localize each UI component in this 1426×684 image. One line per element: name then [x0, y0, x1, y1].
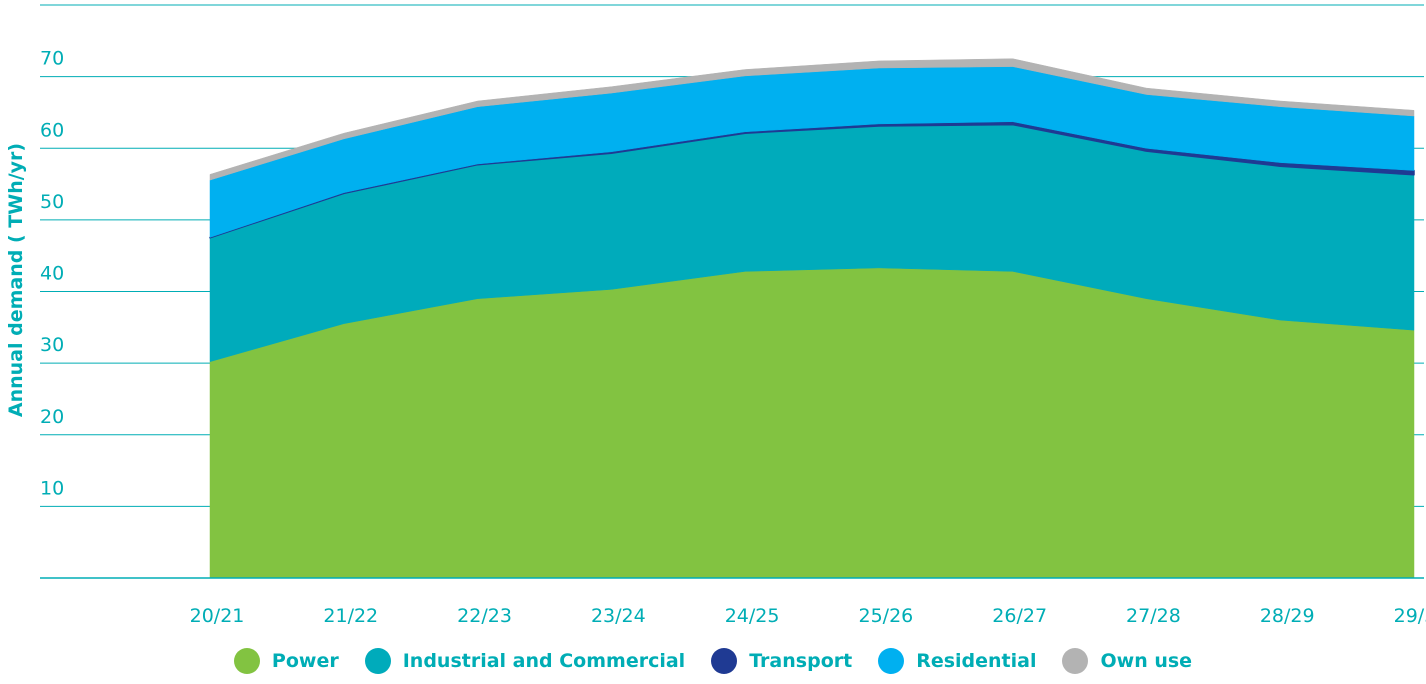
x-tick-label: 29/30 — [1394, 605, 1426, 627]
y-tick-label: 30 — [40, 334, 64, 356]
legend-item: Own use — [1062, 648, 1192, 674]
x-tick-label: 23/24 — [591, 605, 646, 627]
x-tick-label: 26/27 — [992, 605, 1047, 627]
legend-label: Industrial and Commercial — [402, 650, 686, 672]
x-tick-label: 24/25 — [725, 605, 780, 627]
y-tick-label: 10 — [40, 477, 64, 499]
stacked-area-chart: 102030405060708020/2121/2222/2323/2424/2… — [40, 4, 1426, 627]
x-tick-label: 28/29 — [1260, 605, 1315, 627]
legend-label: Transport — [749, 650, 853, 672]
legend-item: Power — [233, 648, 339, 674]
y-tick-label: 20 — [40, 406, 64, 428]
x-tick-label: 21/22 — [323, 605, 378, 627]
legend-swatch — [711, 648, 738, 674]
area-own-use — [209, 58, 1415, 181]
legend-item: Residential — [878, 648, 1036, 674]
y-tick-label: 70 — [40, 48, 64, 70]
legend-label: Residential — [916, 650, 1037, 672]
legend-item: Transport — [711, 648, 852, 674]
legend-swatch — [364, 648, 391, 674]
legend-swatch — [878, 648, 905, 674]
y-axis-title: Annual demand ( TWh/yr) — [5, 142, 27, 418]
y-tick-label: 50 — [40, 191, 64, 213]
x-tick-label: 20/21 — [190, 605, 245, 627]
x-tick-label: 25/26 — [859, 605, 914, 627]
x-tick-label: 27/28 — [1126, 605, 1181, 627]
legend-swatch — [233, 648, 260, 674]
legend-label: Power — [271, 650, 339, 672]
legend-item: Industrial and Commercial — [364, 648, 686, 674]
legend: Power Industrial and Commercial Transport R… — [0, 648, 1426, 674]
y-tick-label: 60 — [40, 119, 64, 141]
legend-label: Own use — [1100, 650, 1193, 672]
legend-swatch — [1062, 648, 1089, 674]
x-tick-label: 22/23 — [457, 605, 512, 627]
y-tick-label: 40 — [40, 263, 64, 285]
